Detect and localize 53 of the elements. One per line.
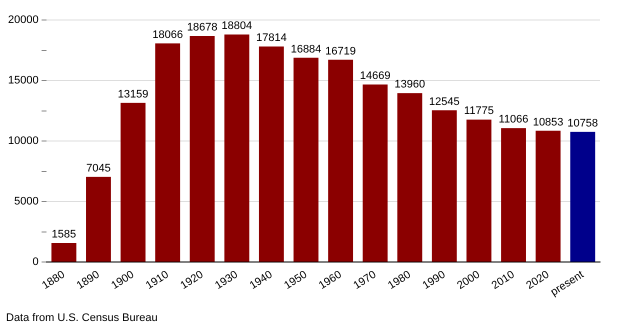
bar bbox=[570, 132, 596, 262]
bar bbox=[86, 176, 111, 262]
text: Data from U.S. Census Bureau bbox=[6, 312, 158, 324]
bar bbox=[397, 93, 422, 262]
bar bbox=[190, 36, 215, 262]
x-tick-label: 2010 bbox=[490, 268, 517, 292]
bar bbox=[294, 58, 318, 262]
data-label: 7045 bbox=[86, 162, 111, 174]
x-tick-label: 2020 bbox=[524, 268, 552, 292]
bar bbox=[51, 242, 76, 262]
x-tick-label: 1960 bbox=[316, 268, 344, 292]
y-tick-label: 5000 bbox=[14, 196, 39, 208]
x-tick-label: 1980 bbox=[386, 268, 414, 292]
bar bbox=[362, 84, 388, 262]
x-tick-label: 1910 bbox=[144, 268, 171, 292]
x-tick-label: 1940 bbox=[248, 268, 275, 292]
x-tick-label: 1890 bbox=[74, 268, 102, 292]
data-label: 18678 bbox=[186, 22, 218, 34]
x-tick-label: 1930 bbox=[213, 268, 240, 292]
data-label: 1585 bbox=[52, 228, 76, 240]
bar bbox=[155, 43, 180, 262]
data-label: 14669 bbox=[360, 70, 390, 82]
bar bbox=[536, 130, 561, 262]
data-label: 18804 bbox=[222, 20, 252, 32]
y-tick-label: 0 bbox=[32, 256, 39, 268]
x-tick-label: 1970 bbox=[351, 268, 378, 292]
x-tick-label: 2000 bbox=[455, 268, 482, 292]
x-tick-label: 1900 bbox=[109, 268, 136, 292]
data-label: 12545 bbox=[429, 96, 460, 108]
y-tick-label: 15000 bbox=[8, 74, 39, 87]
data-label: 16719 bbox=[325, 45, 356, 58]
x-tick-label: 1920 bbox=[178, 268, 206, 292]
data-label: 17814 bbox=[256, 32, 287, 44]
data-label: 13159 bbox=[118, 88, 148, 100]
bar bbox=[432, 110, 457, 262]
data-label: 11775 bbox=[464, 105, 494, 118]
x-tick-label: 1950 bbox=[282, 268, 310, 292]
bar bbox=[120, 102, 146, 262]
bar bbox=[466, 120, 492, 262]
data-label: 10758 bbox=[567, 117, 598, 130]
data-label: 18066 bbox=[152, 28, 183, 41]
x-tick-label: 1990 bbox=[420, 268, 448, 292]
data-label: 10853 bbox=[532, 116, 564, 128]
bar bbox=[328, 60, 354, 262]
bar bbox=[258, 46, 284, 262]
data-label: 13960 bbox=[394, 78, 426, 91]
bar bbox=[224, 34, 250, 262]
bar bbox=[501, 128, 526, 262]
x-tick-label: 1880 bbox=[40, 268, 68, 292]
y-tick-label: 20000 bbox=[8, 14, 39, 26]
y-tick-label: 10000 bbox=[8, 135, 39, 148]
data-label: 11066 bbox=[498, 114, 528, 126]
data-label: 16884 bbox=[290, 43, 322, 56]
